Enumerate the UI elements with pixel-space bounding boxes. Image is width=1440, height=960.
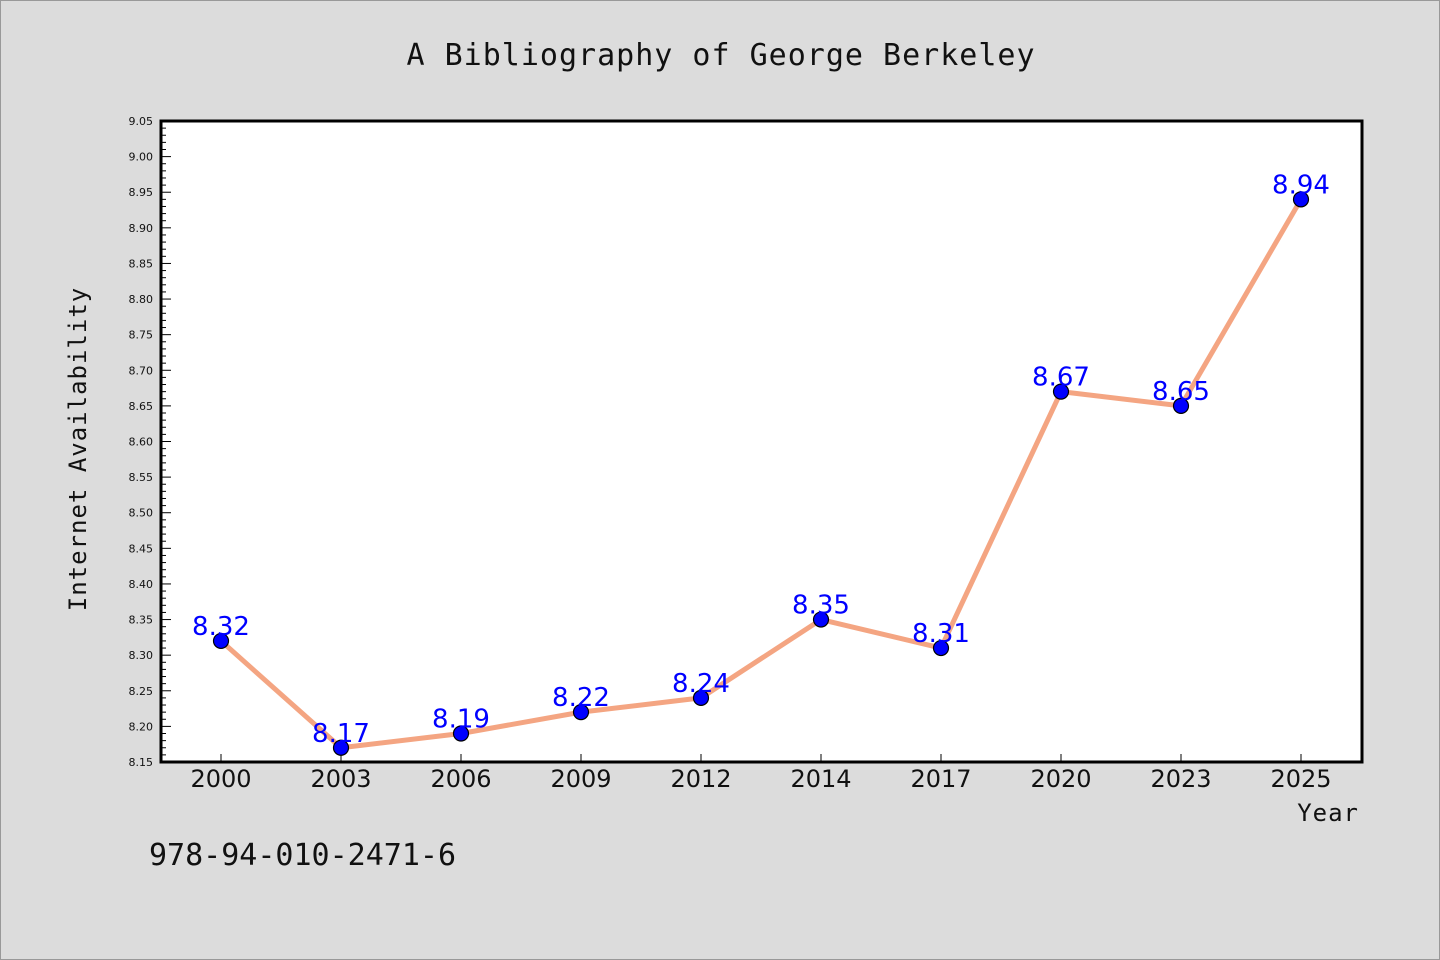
y-tick-label: 8.55 bbox=[129, 471, 154, 484]
series-line-group bbox=[218, 196, 1304, 751]
data-point bbox=[1172, 397, 1190, 414]
y-tick-label: 8.15 bbox=[129, 756, 154, 769]
y-tick-label: 9.05 bbox=[129, 115, 154, 128]
y-tick-label: 8.75 bbox=[129, 329, 154, 342]
series-line bbox=[218, 196, 1304, 751]
data-label: 8.22 bbox=[552, 683, 610, 713]
chart-title: A Bibliography of George Berkeley bbox=[406, 38, 1035, 73]
x-tick-label: 2017 bbox=[910, 765, 971, 793]
y-tick-label: 8.65 bbox=[129, 400, 154, 413]
data-label: 8.31 bbox=[912, 619, 970, 649]
x-tick-label: 2012 bbox=[670, 765, 731, 793]
y-tick-label: 8.90 bbox=[129, 222, 154, 235]
y-tick-label: 8.80 bbox=[129, 293, 154, 306]
data-point bbox=[1052, 383, 1070, 400]
x-axis: 2000 2003 2006 2009 2012 2014 2017 2020 2023 2025 bbox=[190, 754, 1332, 793]
y-tick-label: 8.50 bbox=[129, 507, 154, 520]
data-point bbox=[332, 739, 350, 756]
x-tick-label: 2014 bbox=[790, 765, 851, 793]
data-point bbox=[1292, 191, 1310, 208]
y-tick-label: 8.30 bbox=[129, 649, 154, 662]
y-tick-label: 8.60 bbox=[129, 436, 154, 449]
data-label: 8.94 bbox=[1272, 170, 1330, 200]
data-point bbox=[212, 632, 230, 650]
y-tick-label: 8.85 bbox=[129, 257, 154, 270]
x-tick-label: 2025 bbox=[1270, 765, 1331, 793]
y-axis-label: Internet Availability bbox=[64, 287, 92, 611]
x-axis-label: Year bbox=[1297, 799, 1359, 827]
x-tick-label: 2000 bbox=[190, 765, 251, 793]
data-label: 8.24 bbox=[672, 669, 730, 699]
data-label: 8.19 bbox=[432, 705, 490, 735]
y-tick-label: 8.25 bbox=[129, 685, 154, 698]
plot-area bbox=[159, 119, 1364, 764]
x-tick-label: 2006 bbox=[430, 765, 491, 793]
y-tick-label: 8.40 bbox=[129, 578, 154, 591]
data-point bbox=[572, 704, 590, 721]
y-tick-label: 8.45 bbox=[129, 542, 154, 555]
y-tick-label: 8.70 bbox=[129, 364, 154, 377]
x-tick-label: 2023 bbox=[1150, 765, 1211, 793]
y-tick-label: 8.95 bbox=[129, 186, 154, 199]
y-tick-label: 9.00 bbox=[129, 151, 154, 164]
data-label: 8.67 bbox=[1032, 363, 1090, 393]
data-label: 8.17 bbox=[312, 719, 370, 749]
data-label: 8.65 bbox=[1152, 377, 1210, 407]
data-point bbox=[812, 611, 830, 628]
y-axis: 8.15 8.20 8.25 8.30 8.35 8.40 8.45 8.50 8.55 8.60… bbox=[129, 115, 171, 769]
data-point bbox=[932, 639, 950, 657]
data-label: 8.35 bbox=[792, 591, 850, 621]
data-markers bbox=[212, 191, 1310, 756]
y-tick-label: 8.20 bbox=[129, 720, 154, 733]
data-point bbox=[692, 689, 710, 707]
x-tick-label: 2003 bbox=[310, 765, 371, 793]
data-labels: 8.32 8.17 8.19 8.22 8.24 8.35 8.31 8.67 8.65 8.94 bbox=[192, 170, 1330, 748]
isbn-annotation: 978-94-010-2471-6 bbox=[149, 838, 456, 873]
x-tick-label: 2020 bbox=[1030, 765, 1091, 793]
data-point bbox=[452, 725, 470, 742]
y-tick-label: 8.35 bbox=[129, 614, 154, 627]
data-label: 8.32 bbox=[192, 612, 250, 642]
x-tick-label: 2009 bbox=[550, 765, 611, 793]
